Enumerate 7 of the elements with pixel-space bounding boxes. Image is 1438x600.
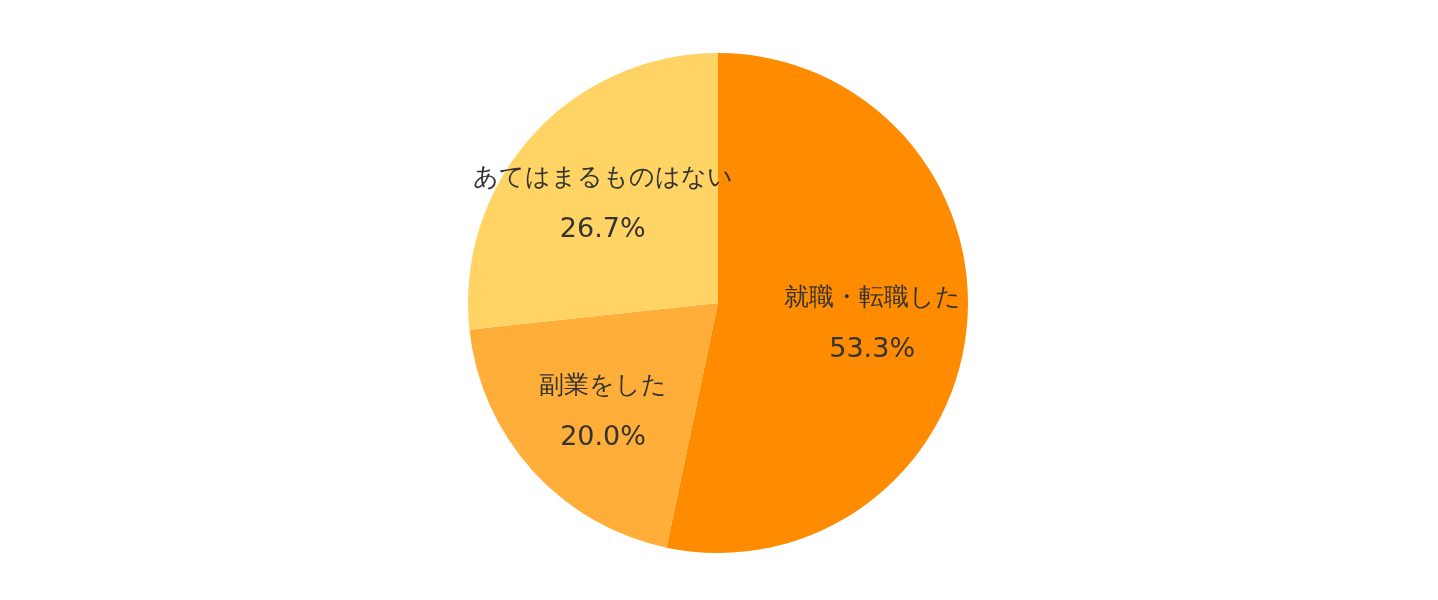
data-label: 53.3% [829, 332, 916, 364]
data-label: 20.0% [560, 419, 646, 451]
data-label: 26.7% [559, 212, 646, 244]
pie-slice [469, 303, 718, 548]
slice-label: 就職・転職した [783, 282, 961, 312]
slice-label: あてはまるものはない [472, 162, 733, 192]
slice-label: 副業をした [539, 369, 668, 399]
